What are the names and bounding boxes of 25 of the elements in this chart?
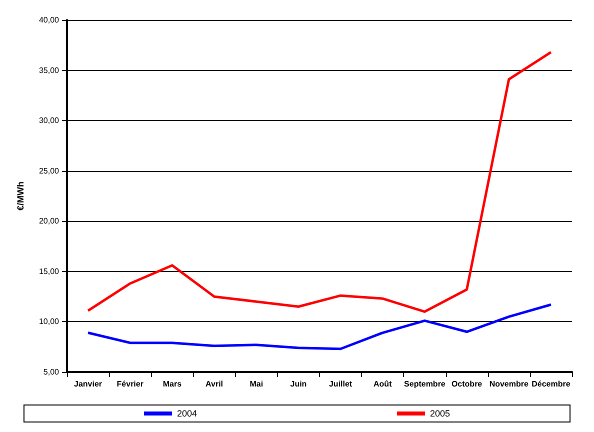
x-tick-label: Janvier [74,380,102,388]
y-tick-label: 35,00 [38,66,60,75]
y-tick-label: 25,00 [38,166,60,176]
line-series [86,303,552,350]
x-tick-label: Décembre [532,380,571,388]
x-tick-label: Octobre [451,380,483,388]
y-tick-label: 5,00 [43,368,60,376]
x-tick-label: Mars [162,380,182,388]
x-tick-label: Juillet [328,380,352,388]
x-tick-label: Juin [290,380,307,388]
x-tick-label: Mai [250,380,264,388]
y-tick-label: 15,00 [38,266,60,276]
legend-label: 2005 [430,408,450,418]
y-tick-label: 20,00 [38,216,60,226]
line-series [86,50,552,313]
x-tick-label: Février [116,380,144,388]
legend-label: 2004 [176,408,198,418]
x-tick-label: Avril [206,380,224,388]
x-tick-label: Août [374,380,392,388]
y-axis-title: €/MWh [16,182,26,210]
x-tick-label: Novembre [489,380,529,388]
y-tick-label: 10,00 [38,317,60,326]
y-tick-label: 30,00 [38,116,60,126]
x-tick-label: Septembre [404,380,446,388]
y-tick-label: 40,00 [38,16,60,24]
